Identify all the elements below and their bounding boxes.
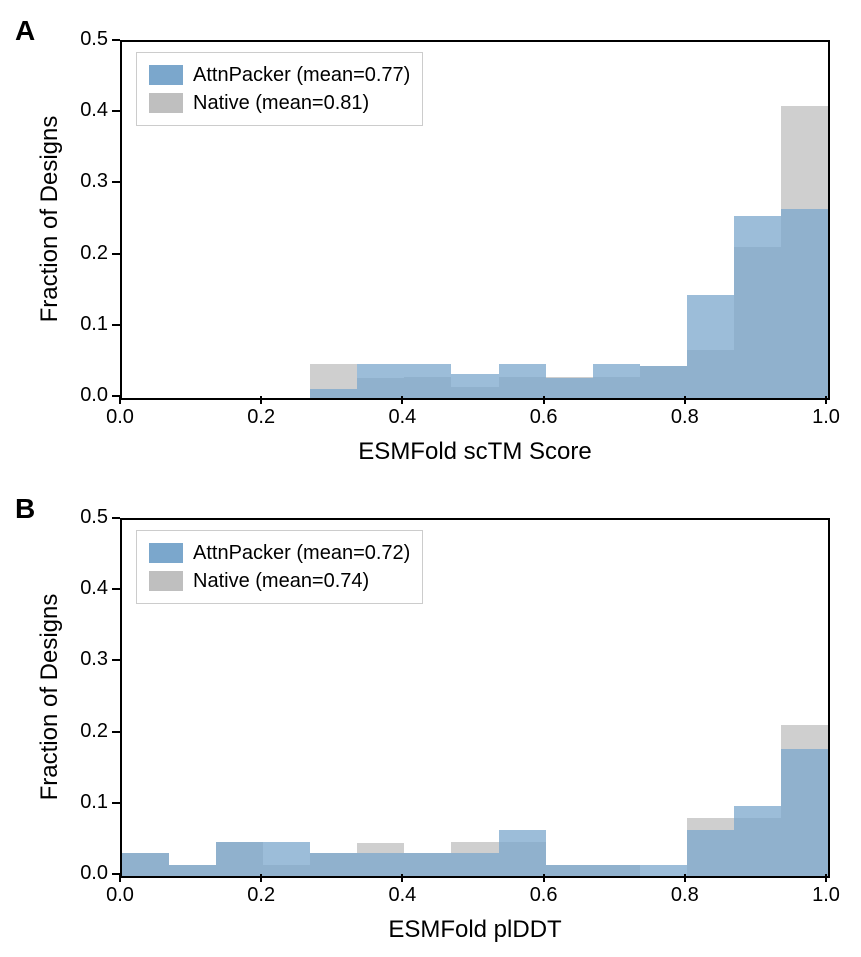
histogram-bar <box>781 209 828 398</box>
ytick-label: 0.4 <box>58 577 108 600</box>
legend-row-native-b: Native (mean=0.74) <box>149 567 410 595</box>
ytick-mark <box>112 181 120 183</box>
xtick-label: 0.6 <box>524 884 564 907</box>
histogram-bar <box>357 853 404 876</box>
ytick-label: 0.4 <box>58 99 108 122</box>
xtick-label: 0.4 <box>382 406 422 429</box>
panel-a-plot-area: AttnPacker (mean=0.77) Native (mean=0.81… <box>120 40 830 400</box>
panel-b-xlabel: ESMFold plDDT <box>120 916 830 944</box>
xtick-label: 0.6 <box>524 406 564 429</box>
xtick-mark <box>260 874 262 882</box>
histogram-bar <box>216 842 263 876</box>
histogram-bar <box>499 830 546 876</box>
panel-b-ylabel: Fraction of Designs <box>36 587 64 807</box>
xtick-label: 1.0 <box>806 406 846 429</box>
histogram-bar <box>734 806 781 876</box>
ytick-label: 0.0 <box>58 384 108 407</box>
xtick-label: 0.2 <box>241 406 281 429</box>
ytick-mark <box>112 39 120 41</box>
ytick-label: 0.5 <box>58 28 108 51</box>
histogram-bar <box>640 366 687 398</box>
histogram-bar <box>687 830 734 876</box>
xtick-mark <box>684 396 686 404</box>
xtick-mark <box>401 874 403 882</box>
legend-label-native-b: Native (mean=0.74) <box>193 570 369 593</box>
ytick-mark <box>112 253 120 255</box>
histogram-bar <box>781 749 828 876</box>
xtick-label: 0.8 <box>665 884 705 907</box>
panel-b-plot-area: AttnPacker (mean=0.72) Native (mean=0.74… <box>120 518 830 878</box>
xtick-label: 1.0 <box>806 884 846 907</box>
histogram-bar <box>593 364 640 398</box>
xtick-mark <box>684 874 686 882</box>
xtick-label: 0.4 <box>382 884 422 907</box>
ytick-mark <box>112 731 120 733</box>
histogram-bar <box>310 389 357 398</box>
ytick-mark <box>112 659 120 661</box>
histogram-bar <box>546 865 593 876</box>
histogram-bar <box>687 295 734 398</box>
xtick-mark <box>825 874 827 882</box>
histogram-bar <box>263 842 310 876</box>
legend-row-attnpacker-b: AttnPacker (mean=0.72) <box>149 539 410 567</box>
ytick-mark <box>112 324 120 326</box>
panel-a: A AttnPacker (mean=0.77) Native (mean=0.… <box>0 0 861 478</box>
xtick-label: 0.0 <box>100 884 140 907</box>
legend-label-attnpacker-b: AttnPacker (mean=0.72) <box>193 542 410 565</box>
legend-patch-attnpacker-b <box>149 543 183 563</box>
histogram-bar <box>122 853 169 876</box>
xtick-label: 0.2 <box>241 884 281 907</box>
xtick-mark <box>401 396 403 404</box>
ytick-label: 0.3 <box>58 170 108 193</box>
histogram-bar <box>169 865 216 876</box>
ytick-mark <box>112 517 120 519</box>
ytick-label: 0.1 <box>58 313 108 336</box>
legend-row-native: Native (mean=0.81) <box>149 89 410 117</box>
xtick-mark <box>543 874 545 882</box>
panel-a-xlabel: ESMFold scTM Score <box>120 438 830 466</box>
legend-patch-attnpacker <box>149 65 183 85</box>
panel-a-ylabel: Fraction of Designs <box>36 109 64 329</box>
xtick-mark <box>119 396 121 404</box>
histogram-bar <box>499 364 546 398</box>
ytick-label: 0.2 <box>58 720 108 743</box>
histogram-bar <box>593 865 640 876</box>
panel-a-legend: AttnPacker (mean=0.77) Native (mean=0.81… <box>136 52 423 126</box>
legend-row-attnpacker: AttnPacker (mean=0.77) <box>149 61 410 89</box>
panel-b: B AttnPacker (mean=0.72) Native (mean=0.… <box>0 478 861 957</box>
figure-container: A AttnPacker (mean=0.77) Native (mean=0.… <box>0 0 861 957</box>
ytick-mark <box>112 110 120 112</box>
histogram-bar <box>310 853 357 876</box>
histogram-bar <box>546 378 593 398</box>
ytick-mark <box>112 802 120 804</box>
legend-patch-native <box>149 93 183 113</box>
histogram-bar <box>404 364 451 398</box>
xtick-mark <box>543 396 545 404</box>
legend-patch-native-b <box>149 571 183 591</box>
xtick-mark <box>825 396 827 404</box>
legend-label-native: Native (mean=0.81) <box>193 92 369 115</box>
ytick-label: 0.0 <box>58 862 108 885</box>
panel-a-label: A <box>15 15 35 47</box>
ytick-label: 0.3 <box>58 648 108 671</box>
ytick-mark <box>112 588 120 590</box>
ytick-label: 0.2 <box>58 242 108 265</box>
xtick-label: 0.8 <box>665 406 705 429</box>
xtick-mark <box>260 396 262 404</box>
ytick-label: 0.5 <box>58 506 108 529</box>
legend-label-attnpacker: AttnPacker (mean=0.77) <box>193 64 410 87</box>
panel-b-legend: AttnPacker (mean=0.72) Native (mean=0.74… <box>136 530 423 604</box>
xtick-label: 0.0 <box>100 406 140 429</box>
histogram-bar <box>640 865 687 876</box>
ytick-label: 0.1 <box>58 791 108 814</box>
histogram-bar <box>357 364 404 398</box>
histogram-bar <box>734 216 781 398</box>
xtick-mark <box>119 874 121 882</box>
histogram-bar <box>451 374 498 398</box>
histogram-bar <box>404 853 451 876</box>
histogram-bar <box>451 853 498 876</box>
panel-b-label: B <box>15 493 35 525</box>
